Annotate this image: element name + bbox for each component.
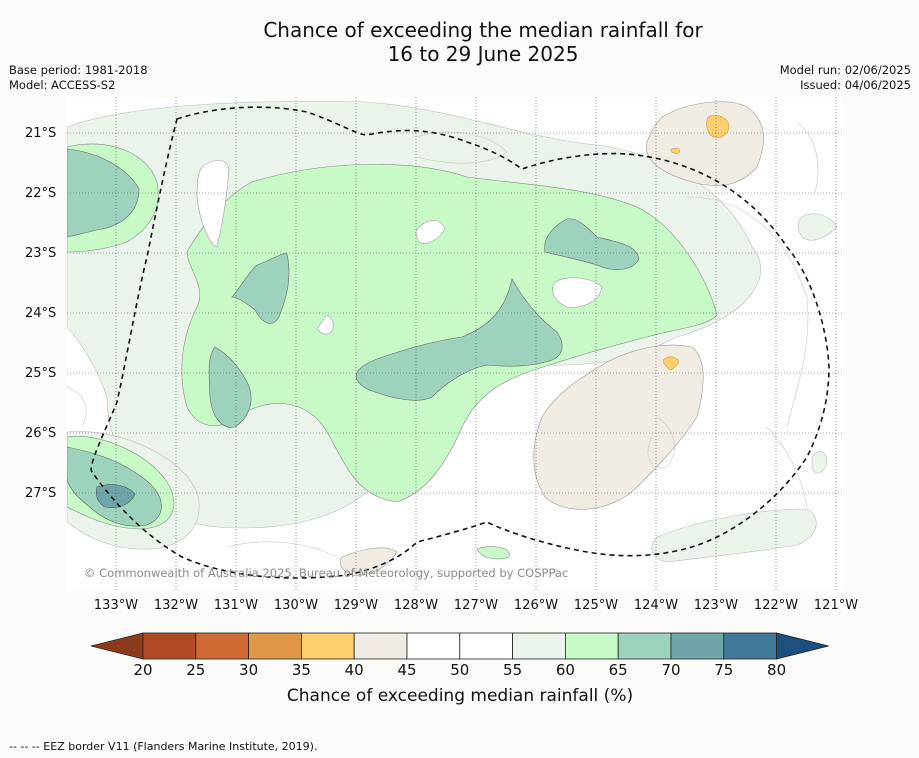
- colorbar-cell: [670, 632, 725, 660]
- colorbar-cell: [617, 632, 672, 660]
- colorbar-tick-label: 65: [608, 661, 628, 679]
- band-65-70-region-1: [231, 253, 290, 324]
- band-40-45-region-southeast: [533, 344, 704, 510]
- colorbar-label: Chance of exceeding median rainfall (%): [286, 686, 634, 706]
- band-60-65-region-small: [476, 546, 510, 560]
- contour-lines: [67, 121, 819, 558]
- lon-label: 123°W: [693, 598, 739, 613]
- colorbar-cell: [459, 632, 513, 660]
- model-run-text: Model run: 02/06/2025: [779, 63, 911, 77]
- colorbar-cell: [248, 632, 302, 660]
- colorbar-tick-label: 25: [186, 661, 206, 679]
- contour-line: [796, 121, 819, 193]
- rainfall-map: [67, 97, 843, 590]
- lon-label: 130°W: [273, 598, 319, 613]
- white-hole-1: [196, 160, 230, 248]
- colorbar-tick-label: 50: [450, 661, 470, 679]
- colorbar-cell: [723, 632, 777, 660]
- model-text: Model: ACCESS-S2: [9, 78, 116, 92]
- lon-label: 124°W: [633, 598, 679, 613]
- map-title: Chance of exceeding the median rainfall …: [0, 18, 919, 66]
- lon-label: 129°W: [333, 598, 379, 613]
- colorbar-cell: [353, 632, 408, 660]
- base-period-text: Base period: 1981-2018: [9, 63, 148, 77]
- band-35-40-region-3: [663, 356, 680, 371]
- colorbar-cell: [300, 632, 355, 660]
- meta-right: Model run: 02/06/2025 Issued: 04/06/2025: [780, 63, 911, 93]
- lon-label: 128°W: [393, 598, 439, 613]
- band-35-40-region-1: [706, 115, 730, 138]
- band-40-45-region-south: [339, 547, 398, 576]
- lat-label: 22°S: [25, 186, 57, 201]
- colorbar-arrow-low: [90, 632, 144, 660]
- colorbar-cell: [512, 632, 566, 660]
- lon-label: 122°W: [753, 598, 799, 613]
- colorbar-tick-label: 45: [397, 661, 417, 679]
- colorbar-tick-label: 70: [661, 661, 681, 679]
- lon-label: 121°W: [813, 598, 859, 613]
- lat-label: 27°S: [25, 486, 57, 501]
- title-line-1: Chance of exceeding the median rainfall …: [263, 18, 703, 42]
- colorbar-tick-label: 30: [239, 661, 259, 679]
- contour-line: [686, 196, 809, 428]
- colorbar-cells: [90, 632, 829, 660]
- gridlines: [67, 97, 843, 590]
- issued-text: Issued: 04/06/2025: [800, 78, 911, 92]
- contour-line: [226, 541, 338, 558]
- lat-label: 26°S: [25, 426, 57, 441]
- lon-label: 131°W: [213, 598, 259, 613]
- lon-label: 127°W: [453, 598, 499, 613]
- lat-label: 25°S: [25, 366, 57, 381]
- band-55-60-region-south: [651, 508, 817, 563]
- colorbar-tick-label: 75: [714, 661, 734, 679]
- white-holes: [196, 160, 603, 335]
- lon-label: 125°W: [573, 598, 619, 613]
- band-35-40: [663, 115, 730, 371]
- colorbar-cell: [195, 632, 250, 660]
- colorbar-tick-label: 60: [555, 661, 575, 679]
- band-65-70-region-2: [208, 346, 252, 428]
- meta-left: Base period: 1981-2018 Model: ACCESS-S2: [9, 63, 148, 93]
- eez-legend-note: -- -- -- EEZ border V11 (Flanders Marine…: [9, 740, 318, 753]
- colorbar-tick-label: 35: [291, 661, 311, 679]
- contour-line: [67, 386, 87, 428]
- band-40-45-region-northeast: [646, 101, 764, 186]
- band-40-45: [339, 101, 764, 576]
- white-hole-3: [316, 315, 334, 335]
- lon-label: 133°W: [93, 598, 139, 613]
- band-65-70-region-3: [544, 218, 640, 270]
- eez-border: [90, 106, 830, 579]
- colorbar-tick-label: 80: [767, 661, 787, 679]
- white-hole-4: [552, 277, 603, 308]
- lat-label: 23°S: [25, 246, 57, 261]
- band-55-60-region-east-small: [811, 451, 828, 474]
- lon-label: 126°W: [513, 598, 559, 613]
- colorbar-arrow-high: [776, 632, 829, 660]
- colorbar-tick-label: 55: [503, 661, 523, 679]
- colorbar: [90, 632, 829, 660]
- lon-label: 132°W: [153, 598, 199, 613]
- colorbar-tick-label: 40: [344, 661, 364, 679]
- colorbar-cell: [406, 632, 461, 660]
- band-35-40-region-2: [670, 147, 681, 154]
- lat-label: 24°S: [25, 306, 57, 321]
- colorbar-cell: [564, 632, 619, 660]
- band-55-60-region-east: [797, 213, 838, 241]
- copyright-text: © Commonwealth of Australia 2025, Bureau…: [84, 566, 569, 580]
- lat-label: 21°S: [25, 126, 57, 141]
- band-65-70-region-4: [355, 278, 563, 401]
- contour-line: [416, 131, 508, 164]
- colorbar-tick-label: 20: [133, 661, 153, 679]
- title-line-2: 16 to 29 June 2025: [387, 42, 579, 66]
- colorbar-cell: [142, 632, 197, 660]
